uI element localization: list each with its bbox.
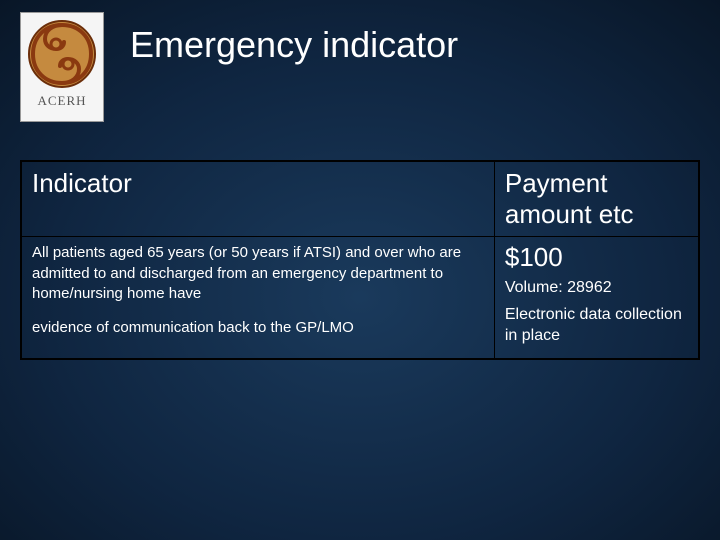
cell-payment: $100 Volume: 28962 Electronic data colle… [494, 237, 699, 360]
header-indicator: Indicator [21, 161, 494, 237]
cell-indicator: All patients aged 65 years (or 50 years … [21, 237, 494, 360]
indicator-text-2: evidence of communication back to the GP… [32, 318, 484, 338]
indicator-text-1: All patients aged 65 years (or 50 years … [32, 243, 484, 304]
indicator-table: Indicator Payment amount etc All patient… [20, 160, 700, 360]
acerh-logo-label: ACERH [37, 93, 86, 109]
table-header-row: Indicator Payment amount etc [21, 161, 699, 237]
acerh-logo: ACERH [20, 12, 104, 122]
slide: ACERH Emergency indicator Indicator Paym… [0, 0, 720, 540]
payment-volume: Volume: 28962 [505, 278, 688, 299]
slide-title: Emergency indicator [130, 24, 458, 66]
payment-note: Electronic data collection in place [505, 305, 688, 347]
header-payment: Payment amount etc [494, 161, 699, 237]
payment-amount: $100 [505, 243, 688, 272]
table-row: All patients aged 65 years (or 50 years … [21, 237, 699, 360]
acerh-logo-graphic [27, 19, 97, 89]
